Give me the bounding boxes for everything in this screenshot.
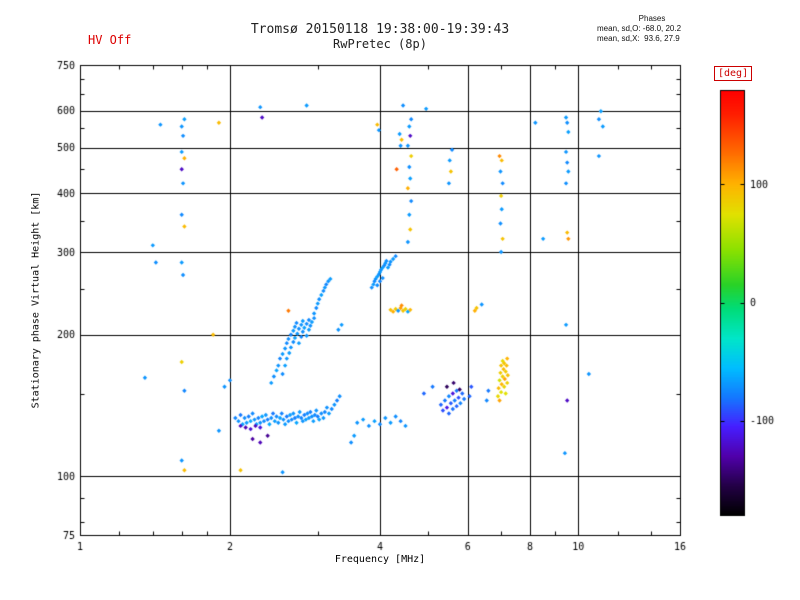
x-axis-label: Frequency [MHz] — [334, 554, 426, 565]
plot-title: Tromsø 20150118 19:38:00-19:39:43 — [250, 22, 510, 37]
phases-o-stats: mean, sd,O: -68.0, 20.2 — [597, 24, 682, 33]
phases-x-stats: mean, sd,X: 93.6, 27.9 — [597, 34, 680, 43]
phases-stats-block: Phases mean, sd,O: -68.0, 20.2 mean, sd,… — [597, 14, 707, 44]
phases-title: Phases — [638, 14, 666, 23]
colorbar-label: [deg] — [714, 66, 753, 81]
hv-status: HV Off — [88, 33, 132, 47]
plot-subtitle: RwPretec (8p) — [333, 37, 427, 51]
y-axis-label: Stationary phase Virtual Height [km] — [30, 191, 42, 409]
